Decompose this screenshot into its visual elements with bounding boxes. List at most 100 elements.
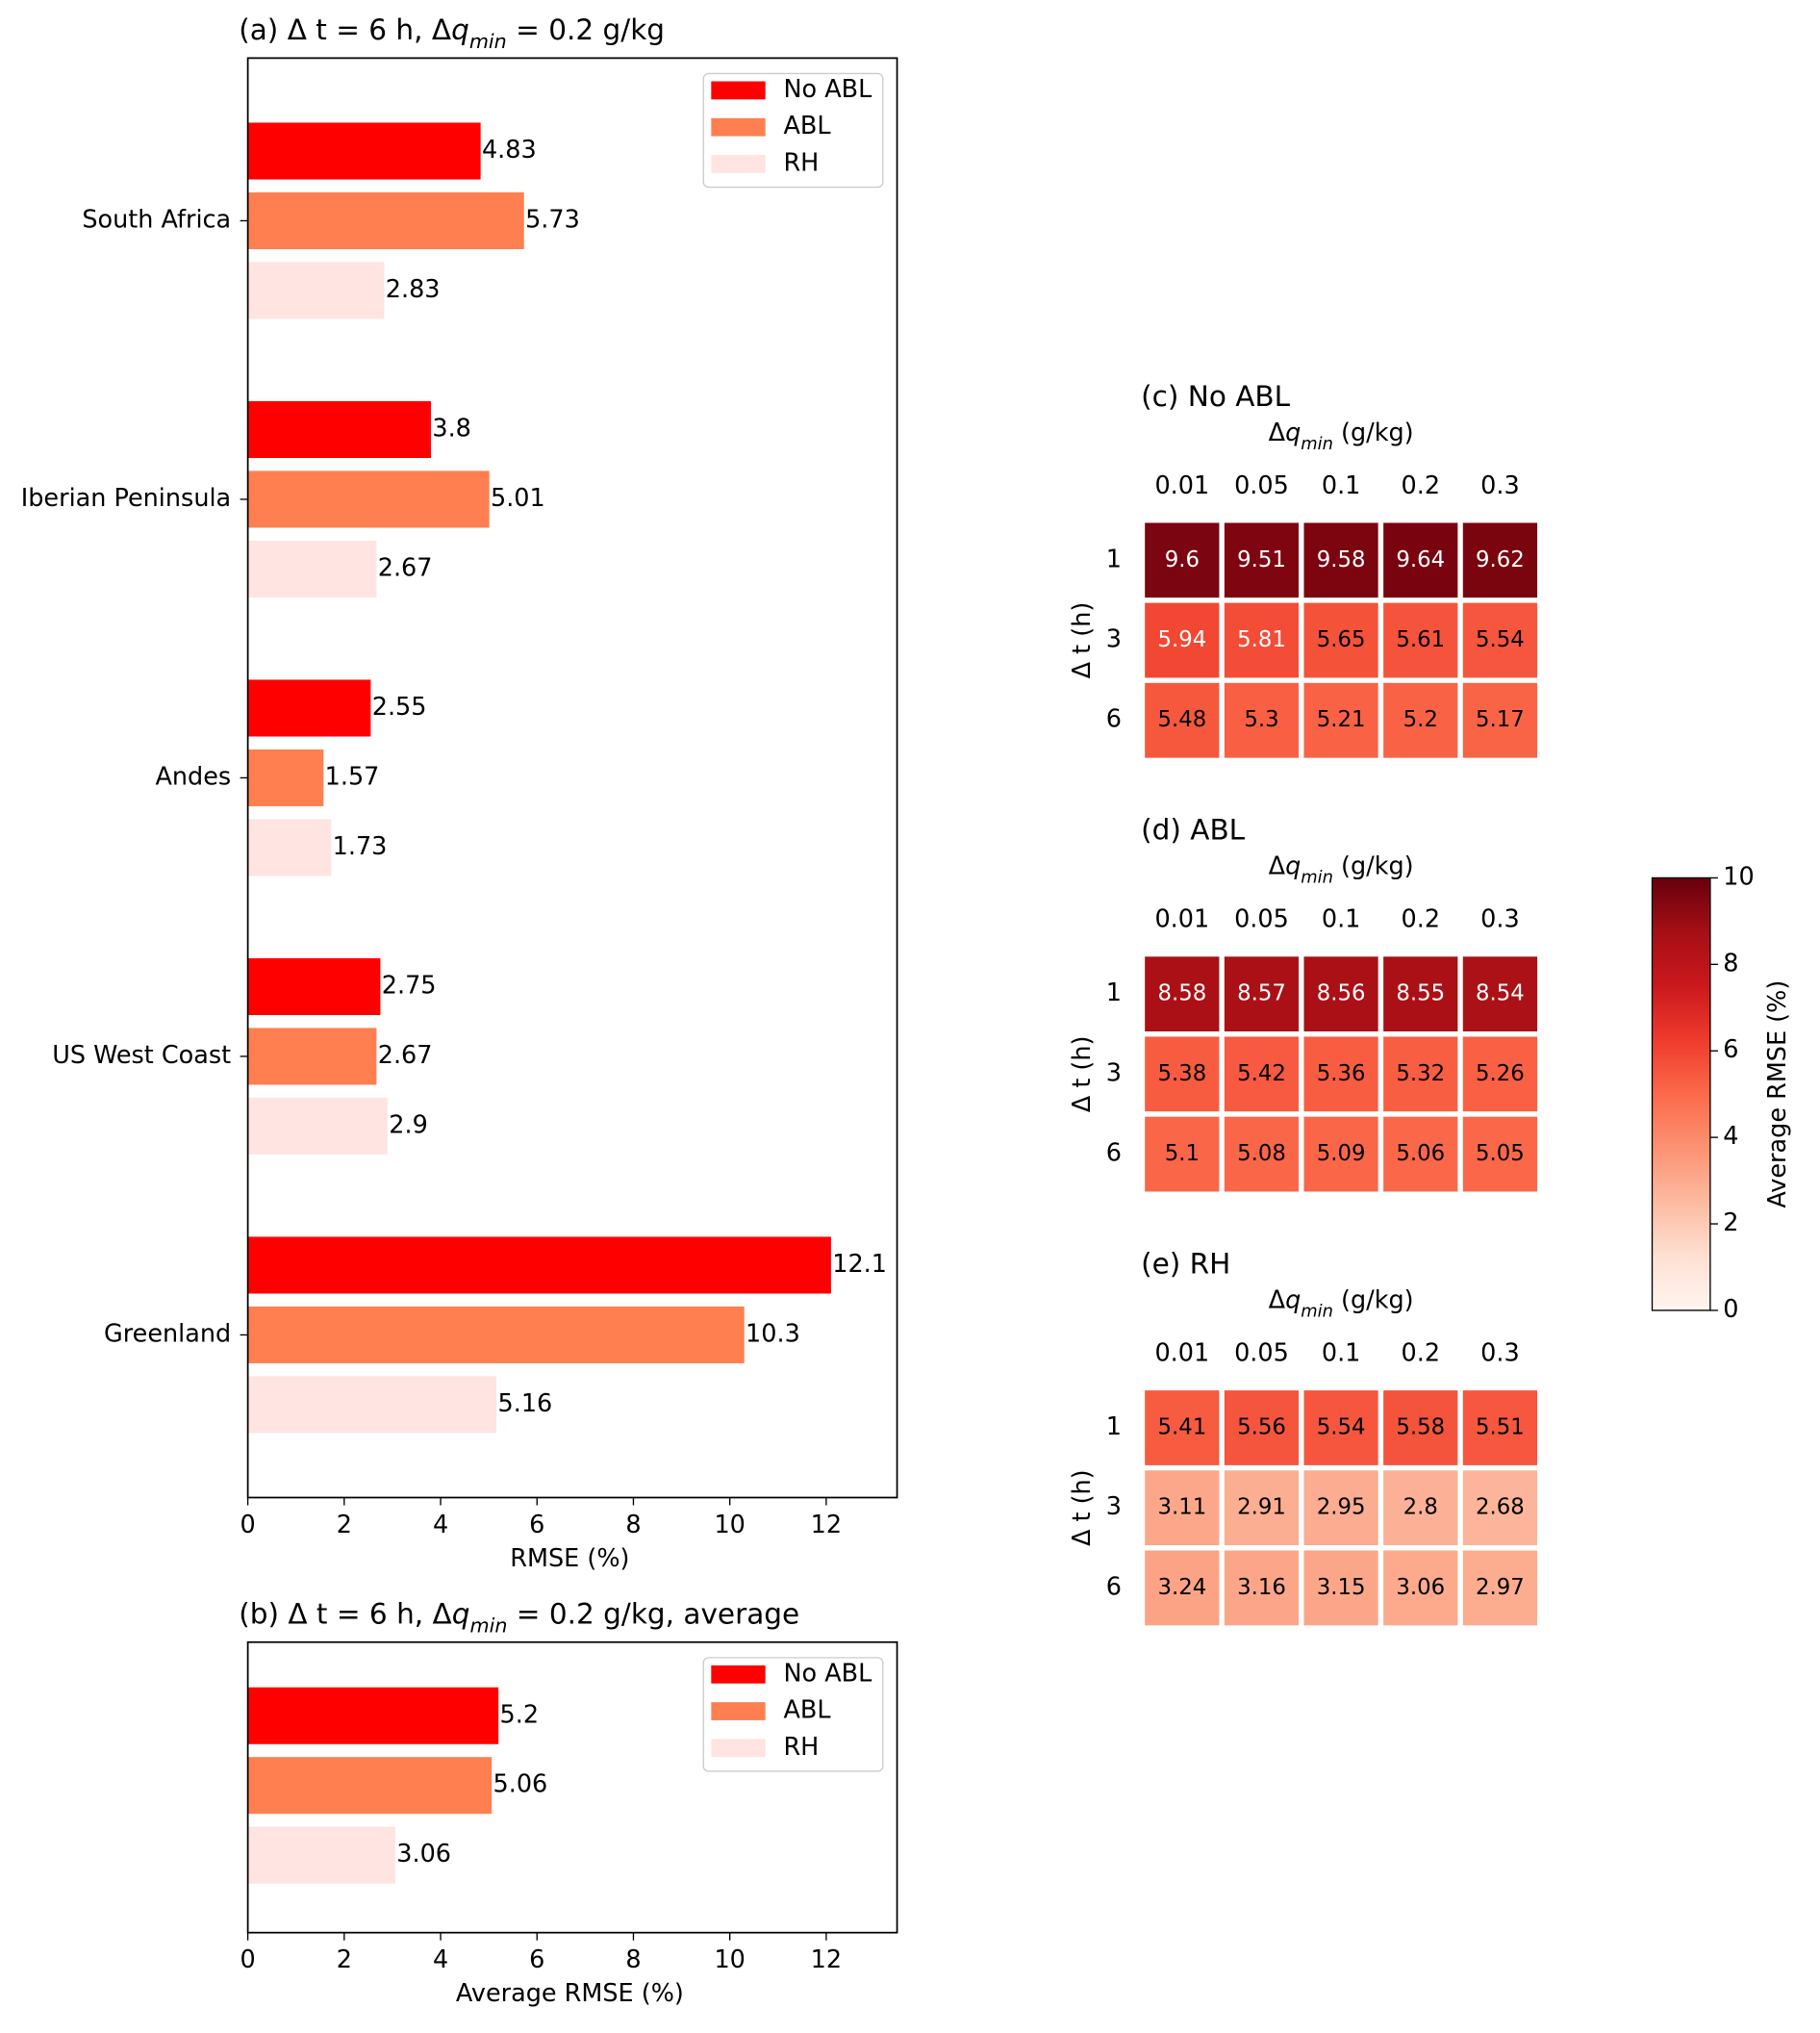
cell-label: 5.38 bbox=[1157, 1061, 1206, 1086]
legend-label: No ABL bbox=[783, 75, 872, 104]
chart-title-part: (a) Δ t = 6 h, Δ bbox=[239, 13, 451, 46]
x-tick-label: 0.01 bbox=[1154, 905, 1209, 934]
heatmap-cell bbox=[1457, 677, 1543, 764]
cell-label: 5.26 bbox=[1476, 1061, 1525, 1086]
colorbar-tick-label: 2 bbox=[1723, 1208, 1738, 1237]
heatmap-cell bbox=[1457, 1545, 1543, 1631]
x-tick-label: 0.1 bbox=[1322, 471, 1361, 500]
legend-swatch bbox=[711, 81, 766, 100]
data-label: 5.16 bbox=[498, 1389, 553, 1418]
plot-frame bbox=[246, 1640, 898, 1934]
legend-swatch bbox=[711, 117, 766, 137]
cell-label: 3.16 bbox=[1237, 1575, 1286, 1600]
cell-label: 5.05 bbox=[1476, 1141, 1525, 1166]
chart-title-part: min bbox=[469, 1614, 507, 1638]
x-tick-label: 0.01 bbox=[1154, 471, 1209, 500]
heatmap-cell bbox=[1378, 597, 1463, 683]
data-label: 5.01 bbox=[491, 484, 545, 513]
x-tick-label: 10 bbox=[714, 1945, 745, 1974]
chart-title: (b) Δ t = 6 h, Δqmin = 0.2 g/kg, average bbox=[239, 1597, 799, 1638]
data-label: 4.83 bbox=[482, 136, 537, 165]
x-axis-label-part: (g/kg) bbox=[1333, 852, 1414, 881]
x-tick-label: 2 bbox=[337, 1945, 352, 1974]
cell-label: 9.62 bbox=[1476, 547, 1525, 572]
cell-label: 3.11 bbox=[1157, 1495, 1206, 1520]
y-tick-label: 3 bbox=[1106, 625, 1122, 654]
cell-label: 5.65 bbox=[1317, 627, 1366, 652]
colorbar-tick-label: 0 bbox=[1723, 1295, 1738, 1324]
heatmap-cell bbox=[1457, 1031, 1543, 1117]
cell-label: 8.57 bbox=[1237, 981, 1286, 1006]
x-axis-label-part: min bbox=[1301, 433, 1333, 453]
colorbar-tick-label: 8 bbox=[1723, 949, 1738, 978]
data-label: 2.67 bbox=[378, 1041, 433, 1070]
x-axis-label: Δqmin (g/kg) bbox=[1269, 1286, 1414, 1322]
x-tick-label: 12 bbox=[811, 1511, 842, 1539]
x-tick-label: 6 bbox=[529, 1511, 544, 1539]
x-axis-label-part: q bbox=[1285, 419, 1301, 447]
bar bbox=[247, 749, 324, 806]
legend-label: RH bbox=[783, 1733, 819, 1762]
data-label: 2.75 bbox=[382, 971, 437, 1000]
chart-title-part: = 0.2 g/kg, average bbox=[507, 1597, 799, 1630]
data-label: 12.1 bbox=[832, 1250, 887, 1279]
x-tick-label: 0.05 bbox=[1234, 471, 1289, 500]
heatmap-cell bbox=[1139, 597, 1225, 683]
plot-frame bbox=[246, 57, 898, 1499]
bar bbox=[247, 1306, 745, 1363]
x-axis-label-part: (g/kg) bbox=[1333, 419, 1414, 447]
data-label: 3.8 bbox=[432, 414, 471, 443]
chart-title: (d) ABL bbox=[1141, 814, 1246, 847]
cell-label: 5.54 bbox=[1476, 627, 1525, 652]
heatmap-cell bbox=[1219, 1545, 1304, 1631]
cell-label: 5.36 bbox=[1317, 1061, 1366, 1086]
y-tick-label: 6 bbox=[1106, 1572, 1122, 1601]
cell-label: 5.08 bbox=[1237, 1141, 1286, 1166]
heatmap-cell bbox=[1457, 1111, 1543, 1197]
data-label: 5.2 bbox=[500, 1700, 540, 1729]
bar bbox=[247, 679, 371, 737]
x-axis-label-part: (g/kg) bbox=[1333, 1286, 1414, 1315]
y-tick-label: US West Coast bbox=[52, 1041, 231, 1070]
cell-label: 5.1 bbox=[1165, 1141, 1200, 1166]
heatmap-cell bbox=[1299, 1545, 1384, 1631]
legend-swatch bbox=[711, 1739, 766, 1758]
x-tick-label: 12 bbox=[811, 1945, 842, 1974]
cell-label: 2.95 bbox=[1317, 1495, 1366, 1520]
heatmap-cell bbox=[1378, 1111, 1463, 1197]
x-tick-label: 0.05 bbox=[1234, 905, 1289, 934]
x-tick-label: 0.3 bbox=[1480, 1339, 1520, 1368]
x-tick-label: 2 bbox=[337, 1511, 352, 1539]
cell-label: 3.15 bbox=[1317, 1575, 1366, 1600]
x-tick-label: 6 bbox=[529, 1945, 544, 1974]
cell-label: 9.64 bbox=[1396, 547, 1445, 572]
x-axis-label-part: Δ bbox=[1269, 852, 1286, 881]
bar bbox=[247, 191, 524, 249]
y-tick-label: Greenland bbox=[104, 1319, 231, 1348]
data-label: 3.06 bbox=[396, 1840, 451, 1868]
x-axis-label-part: q bbox=[1285, 852, 1301, 881]
x-axis-label: Δqmin (g/kg) bbox=[1269, 852, 1414, 888]
chart-title-part: q bbox=[452, 1597, 470, 1630]
cell-label: 5.41 bbox=[1157, 1415, 1206, 1440]
cell-label: 3.06 bbox=[1396, 1575, 1445, 1600]
x-tick-label: 10 bbox=[714, 1511, 745, 1539]
heatmap-cell bbox=[1219, 597, 1304, 683]
x-tick-label: 0.1 bbox=[1322, 1339, 1361, 1368]
y-axis-label: Δ t (h) bbox=[1068, 602, 1097, 679]
heatmap-cell bbox=[1457, 518, 1543, 603]
bar bbox=[247, 819, 332, 877]
colorbar bbox=[1651, 877, 1711, 1311]
legend-swatch bbox=[711, 1702, 766, 1720]
chart-title-part: (b) Δ t = 6 h, Δ bbox=[239, 1597, 452, 1630]
y-tick-label: 3 bbox=[1106, 1492, 1122, 1521]
bar bbox=[247, 1687, 499, 1744]
cell-label: 8.55 bbox=[1396, 981, 1445, 1006]
chart-title-part: min bbox=[469, 30, 507, 53]
x-tick-label: 4 bbox=[433, 1945, 448, 1974]
y-tick-label: Andes bbox=[155, 762, 231, 791]
x-tick-label: 0 bbox=[240, 1945, 256, 1974]
bar bbox=[247, 1826, 395, 1884]
x-tick-label: 0.1 bbox=[1322, 905, 1361, 934]
canvas: (a) Δ t = 6 h, Δqmin = 0.2 g/kg4.833.82.… bbox=[21, 13, 1792, 2008]
